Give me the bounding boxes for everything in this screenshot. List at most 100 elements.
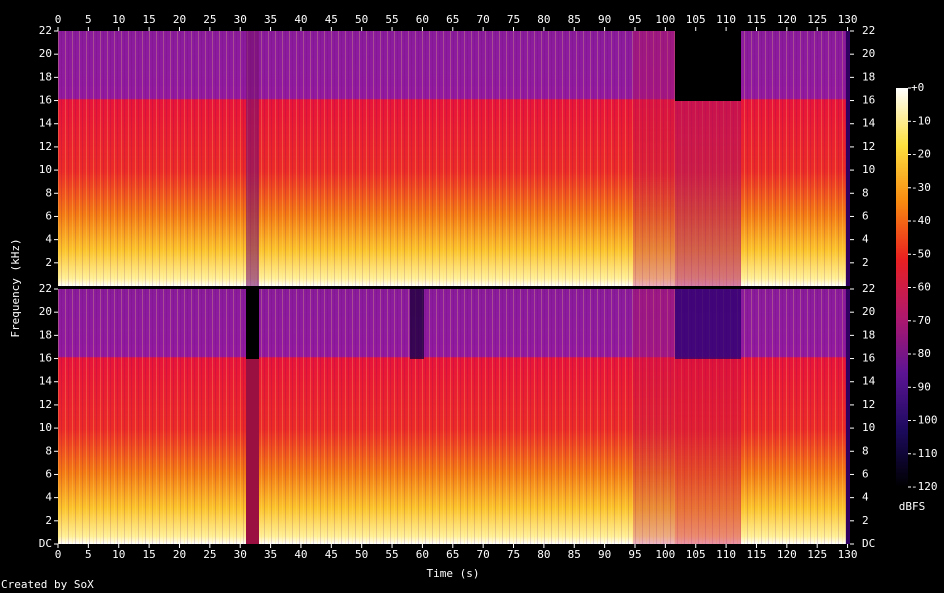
- silent-region: [246, 289, 259, 359]
- panel-bottom: [58, 289, 850, 544]
- x-tick-label-top: 55: [385, 13, 398, 26]
- x-tick-label: 55: [385, 548, 398, 561]
- y-tick-label-right: 20: [862, 305, 875, 318]
- x-tick-label-top: 10: [112, 13, 125, 26]
- x-tick-label: 105: [686, 548, 706, 561]
- x-tick-label-top: 105: [686, 13, 706, 26]
- x-tick-label-top: 95: [628, 13, 641, 26]
- y-tick-label: 22: [39, 24, 52, 37]
- x-tick-label-top: 45: [325, 13, 338, 26]
- x-tick-label: 10: [112, 548, 125, 561]
- y-tick-label-right: 8: [862, 186, 869, 199]
- y-tick-label-right: 2: [862, 256, 869, 269]
- y-tick-label-right: 22: [862, 282, 875, 295]
- x-tick-label-top: 35: [264, 13, 277, 26]
- y-tick-label-right: DC: [862, 537, 875, 550]
- x-tick-label: 0: [55, 548, 62, 561]
- x-tick-label: 110: [716, 548, 736, 561]
- colorbar-label: dBFS: [899, 500, 926, 513]
- x-tick-label: 85: [568, 548, 581, 561]
- silent-region: [410, 289, 424, 359]
- colorbar-tick-label: -20: [911, 148, 931, 161]
- colorbar-tick-label: -100: [911, 414, 938, 427]
- x-tick-label: 130: [838, 548, 858, 561]
- y-tick-label: 8: [45, 186, 52, 199]
- x-tick-label: 50: [355, 548, 368, 561]
- y-tick-label-right: 16: [862, 352, 875, 365]
- silent-region: [675, 31, 741, 101]
- y-tick-label: 4: [45, 233, 52, 246]
- y-tick-label-right: 4: [862, 233, 869, 246]
- y-tick-label: 12: [39, 140, 52, 153]
- quiet-region: [246, 31, 259, 286]
- y-tick-label: 4: [45, 491, 52, 504]
- x-tick-label: 45: [325, 548, 338, 561]
- x-tick-label: 20: [173, 548, 186, 561]
- y-tick-label: 10: [39, 163, 52, 176]
- quiet-region: [633, 31, 675, 286]
- y-tick-label-right: 14: [862, 375, 876, 388]
- y-tick-label: 14: [39, 117, 53, 130]
- y-tick-label-right: 12: [862, 398, 875, 411]
- y-tick-label: 18: [39, 70, 52, 83]
- y-tick-label-right: 8: [862, 444, 869, 457]
- x-tick-label-top: 100: [655, 13, 675, 26]
- x-tick-label: 100: [655, 548, 675, 561]
- quiet-region: [846, 289, 850, 544]
- x-tick-label: 95: [628, 548, 641, 561]
- x-tick-label: 115: [747, 548, 767, 561]
- x-tick-label-top: 75: [507, 13, 520, 26]
- y-tick-label-right: 6: [862, 209, 869, 222]
- quiet-region: [675, 101, 741, 286]
- y-tick-label: 2: [45, 256, 52, 269]
- credit: Created by SoX: [1, 578, 94, 591]
- x-tick-label: 120: [777, 548, 797, 561]
- y-tick-label-right: 20: [862, 47, 875, 60]
- x-tick-label-top: 20: [173, 13, 186, 26]
- x-tick-label-top: 125: [807, 13, 827, 26]
- x-tick-label-top: 30: [234, 13, 247, 26]
- x-tick-label-top: 130: [838, 13, 858, 26]
- quiet-region: [675, 289, 741, 359]
- y-tick-label-right: 10: [862, 163, 875, 176]
- quiet-region: [246, 359, 259, 544]
- x-tick-label: 65: [446, 548, 459, 561]
- x-tick-label-top: 120: [777, 13, 797, 26]
- x-tick-label: 35: [264, 548, 277, 561]
- y-tick-label-right: 10: [862, 421, 875, 434]
- x-tick-label-top: 25: [203, 13, 216, 26]
- x-axis-label: Time (s): [427, 567, 480, 580]
- y-tick-label: 18: [39, 328, 52, 341]
- y-tick-label-right: 2: [862, 514, 869, 527]
- quiet-region: [675, 359, 741, 544]
- x-tick-label-top: 115: [747, 13, 767, 26]
- y-tick-label-right: 22: [862, 24, 875, 37]
- quiet-region: [633, 289, 675, 544]
- x-tick-label-top: 60: [416, 13, 429, 26]
- colorbar-tick-label: -50: [911, 247, 931, 260]
- y-tick-label-right: 18: [862, 328, 875, 341]
- x-tick-label-top: 80: [537, 13, 550, 26]
- x-tick-label-top: 65: [446, 13, 459, 26]
- y-tick-label: 12: [39, 398, 52, 411]
- x-tick-label: 15: [142, 548, 155, 561]
- x-tick-label: 80: [537, 548, 550, 561]
- x-tick-label-top: 15: [142, 13, 155, 26]
- y-tick-label: 22: [39, 282, 52, 295]
- x-tick-label-top: 5: [85, 13, 92, 26]
- colorbar-tick-label: -110: [911, 447, 938, 460]
- panel-top: [58, 31, 850, 286]
- x-tick-label-top: 0: [55, 13, 62, 26]
- colorbar-tick-label: -120: [911, 480, 938, 493]
- y-tick-label: 6: [45, 467, 52, 480]
- y-tick-label-right: 18: [862, 70, 875, 83]
- y-tick-label-right: 16: [862, 94, 875, 107]
- y-tick-label-right: 14: [862, 117, 876, 130]
- y-tick-label: 20: [39, 305, 52, 318]
- x-tick-label-top: 110: [716, 13, 736, 26]
- x-tick-label: 40: [294, 548, 307, 561]
- colorbar-tick-label: -80: [911, 347, 931, 360]
- y-tick-label: DC: [39, 537, 52, 550]
